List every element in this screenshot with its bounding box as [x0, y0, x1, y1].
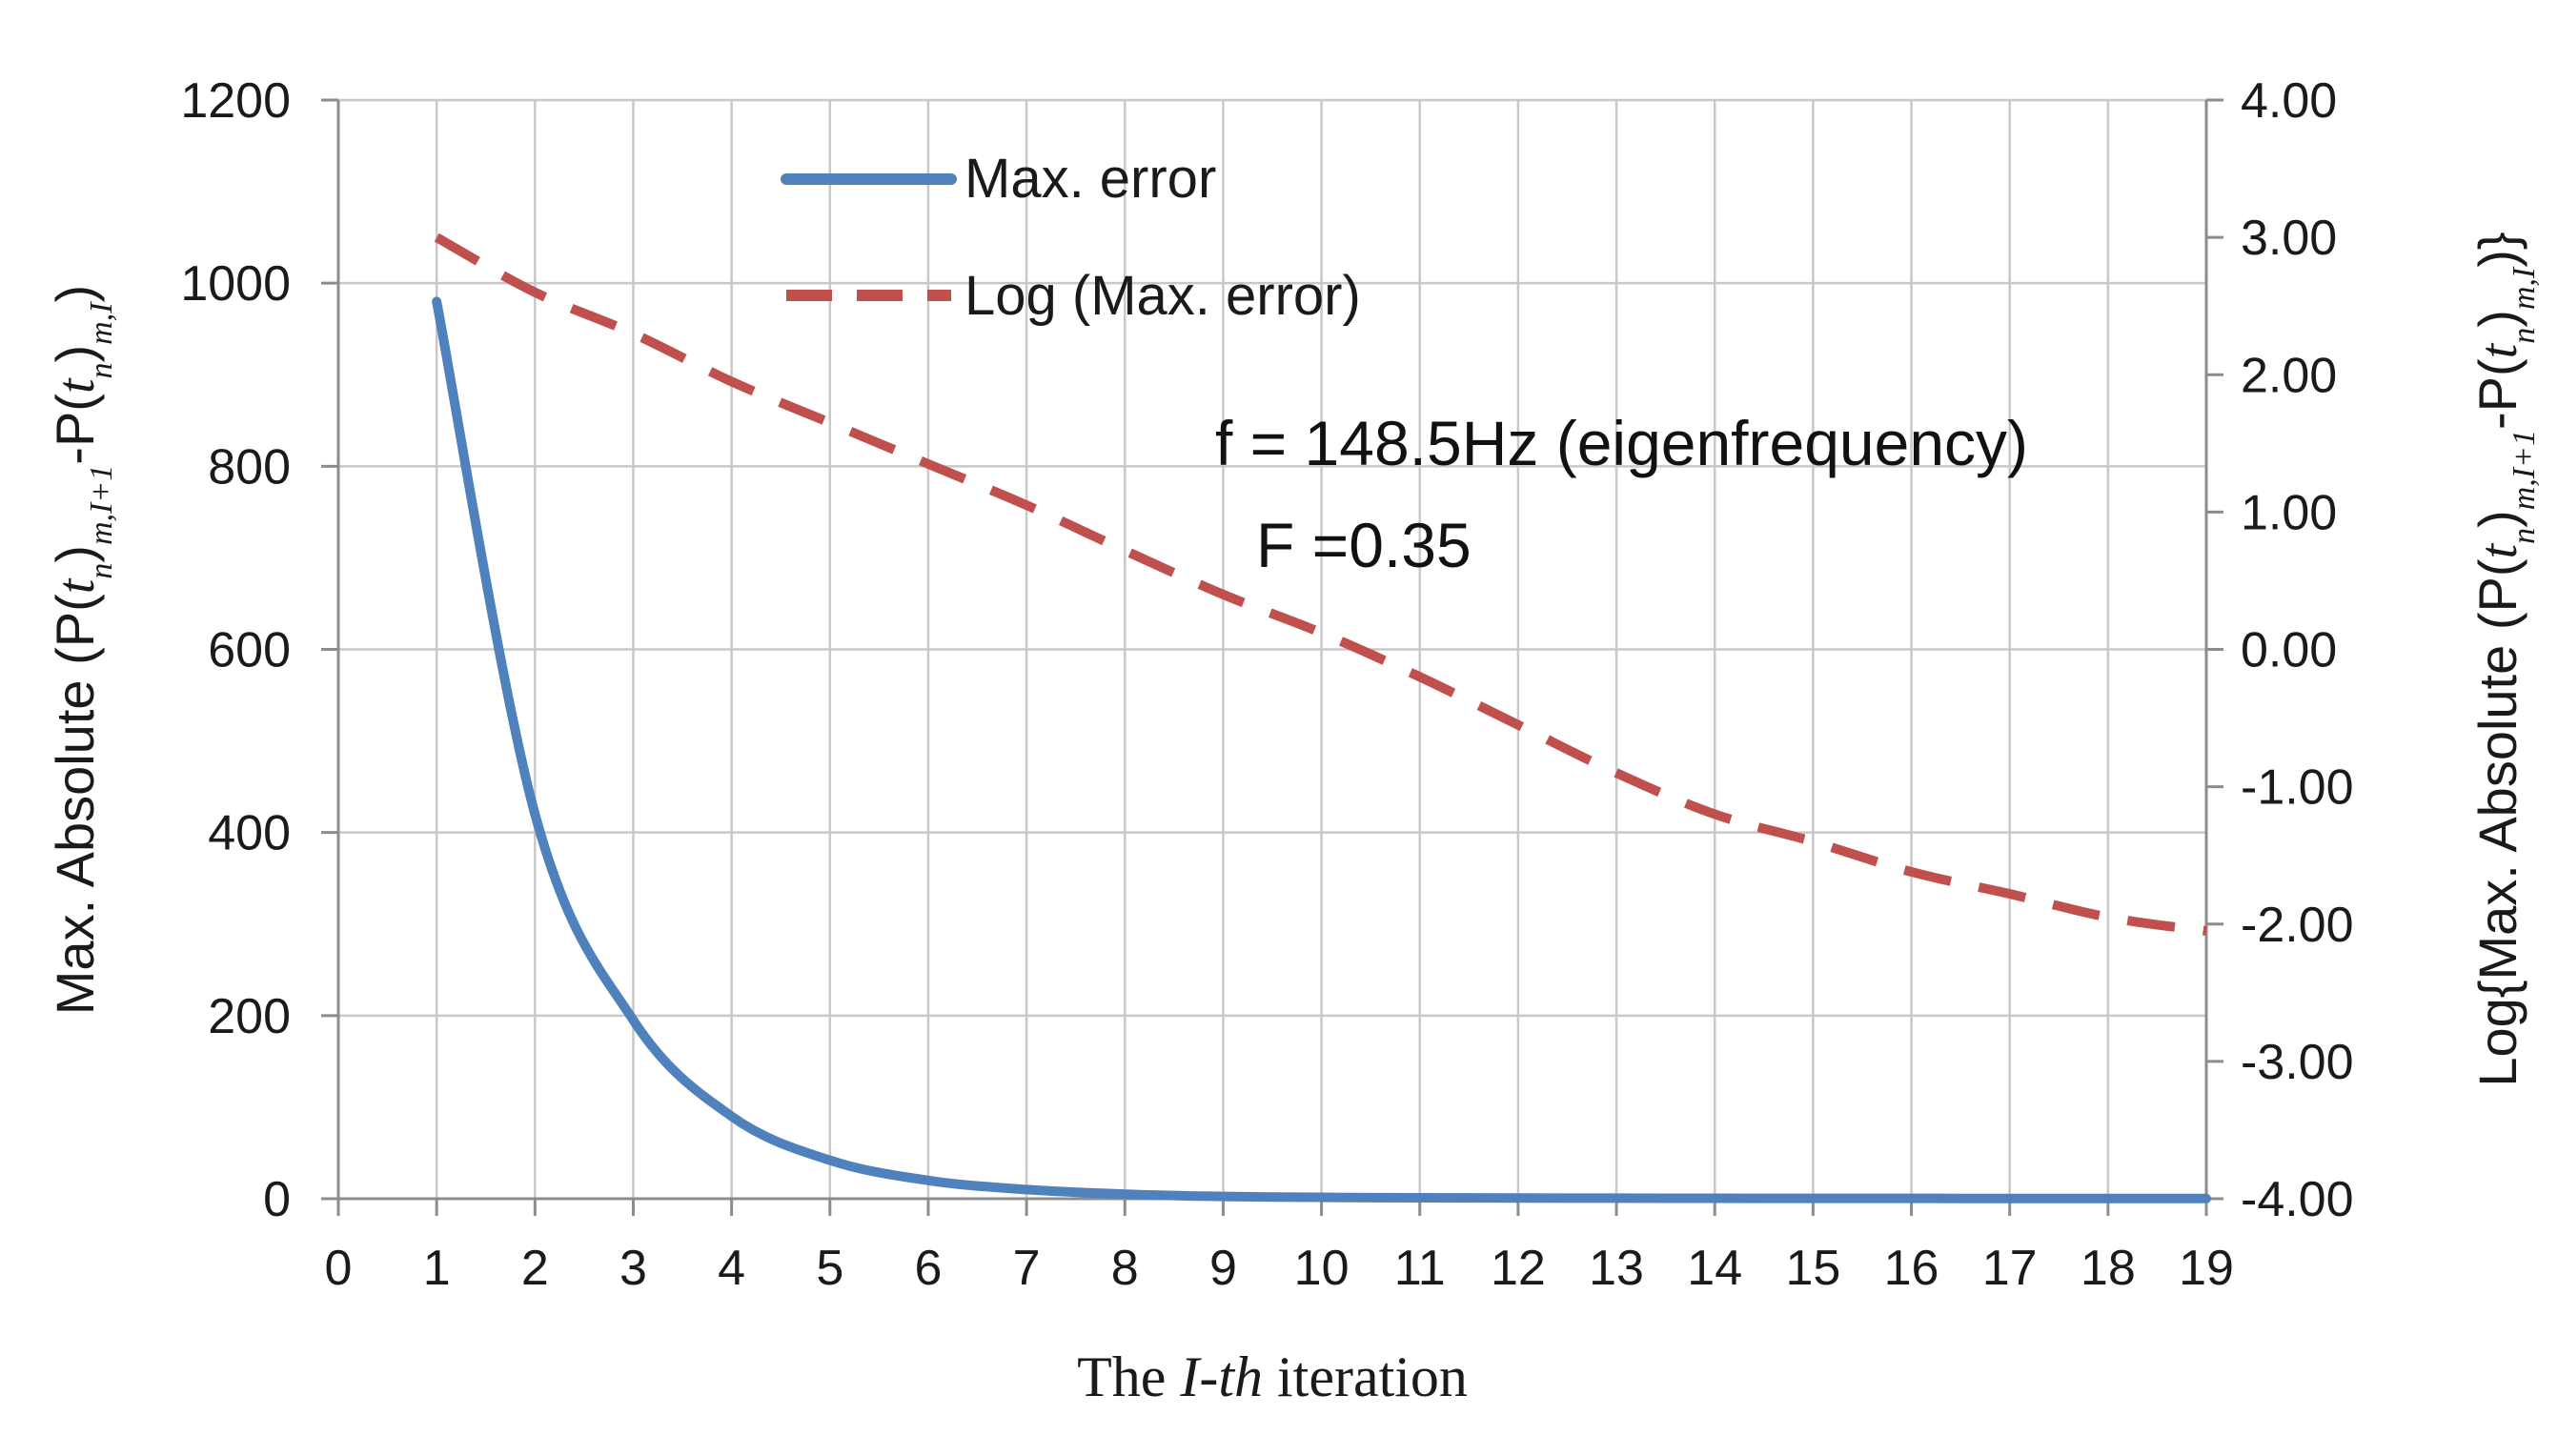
x-tick-label-5: 5 — [816, 1241, 843, 1296]
left-y-tick-labels: 0 200 400 600 800 1000 1200 — [180, 73, 338, 1227]
legend: Max. error Log (Max. error) — [781, 148, 1361, 327]
right-y-tick-label-3.00: 3.00 — [2241, 211, 2337, 266]
left-y-tick-label-600: 600 — [208, 623, 291, 678]
x-tick-label-6: 6 — [914, 1241, 942, 1296]
x-tick-label-9: 9 — [1209, 1241, 1237, 1296]
x-axis-title: The I-th iteration — [1077, 1345, 1468, 1408]
right-y-tick-label-1.00: 1.00 — [2241, 485, 2337, 540]
x-tick-label-4: 4 — [718, 1241, 745, 1296]
x-tick-labels: 0 1 2 3 4 5 6 7 8 9 10 11 12 13 14 15 16 17 18 19 — [325, 1199, 2234, 1296]
series-line-max-error — [432, 296, 2211, 1203]
legend-label-log-max-error: Log (Max. error) — [964, 265, 1361, 327]
right-y-tick-label-2.00: 2.00 — [2241, 348, 2337, 403]
x-tick-label-0: 0 — [325, 1241, 353, 1296]
x-tick-label-10: 10 — [1294, 1241, 1350, 1296]
right-y-tick-label--1.00: -1.00 — [2241, 760, 2354, 816]
left-y-axis-title: Max. Absolute (P(tn)m,I+1-P(tn)m,I) — [45, 285, 119, 1015]
x-tick-label-2: 2 — [521, 1241, 549, 1296]
annotation-frequency: f = 148.5Hz (eigenfrequency) — [1215, 408, 2028, 478]
right-y-axis-title: Log{Max. Absolute (P(tn)m,I+1-P(tn)m,I)} — [2467, 232, 2542, 1086]
right-y-tick-labels: -4.00 -3.00 -2.00 -1.00 0.00 1.00 2.00 3.00 4.00 — [2206, 73, 2354, 1227]
x-tick-label-16: 16 — [1884, 1241, 1939, 1296]
right-y-tick-label-0.00: 0.00 — [2241, 623, 2337, 678]
left-y-tick-label-400: 400 — [208, 806, 291, 861]
x-tick-label-12: 12 — [1491, 1241, 1546, 1296]
left-y-tick-label-1000: 1000 — [180, 256, 291, 312]
series-line-log-max-error — [434, 233, 2207, 936]
left-y-tick-label-1200: 1200 — [180, 73, 291, 129]
x-tick-label-18: 18 — [2081, 1241, 2136, 1296]
left-y-tick-label-0: 0 — [263, 1172, 291, 1227]
x-tick-label-19: 19 — [2179, 1241, 2234, 1296]
x-tick-label-14: 14 — [1687, 1241, 1742, 1296]
x-tick-label-15: 15 — [1785, 1241, 1840, 1296]
right-y-tick-label--4.00: -4.00 — [2241, 1172, 2354, 1227]
x-tick-label-3: 3 — [619, 1241, 647, 1296]
right-y-tick-label-4.00: 4.00 — [2241, 73, 2337, 129]
right-y-tick-label--3.00: -3.00 — [2241, 1035, 2354, 1090]
x-tick-label-8: 8 — [1111, 1241, 1139, 1296]
x-tick-label-17: 17 — [1982, 1241, 2038, 1296]
legend-label-max-error: Max. error — [964, 148, 1216, 210]
series-lines — [432, 233, 2211, 1203]
left-y-tick-label-800: 800 — [208, 439, 291, 495]
left-y-tick-label-200: 200 — [208, 989, 291, 1044]
right-y-tick-label--2.00: -2.00 — [2241, 898, 2354, 953]
x-tick-label-11: 11 — [1394, 1241, 1446, 1296]
x-tick-label-13: 13 — [1589, 1241, 1644, 1296]
x-tick-label-1: 1 — [423, 1241, 451, 1296]
x-tick-label-7: 7 — [1013, 1241, 1041, 1296]
annotation-f-value: F =0.35 — [1256, 510, 1472, 580]
